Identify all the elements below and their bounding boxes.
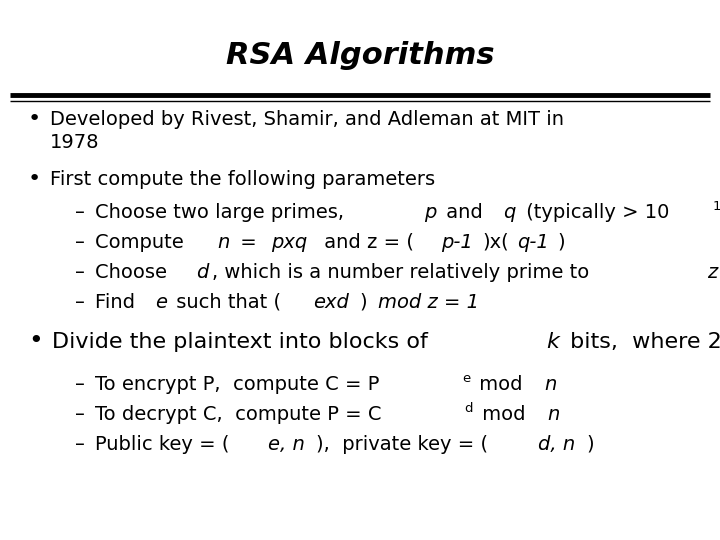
Text: mod z = 1: mod z = 1 xyxy=(377,293,479,312)
Text: n: n xyxy=(217,233,230,252)
Text: Compute: Compute xyxy=(95,233,190,252)
Text: 1978: 1978 xyxy=(50,133,99,152)
Text: such that (: such that ( xyxy=(170,293,282,312)
Text: n: n xyxy=(544,375,557,394)
Text: p: p xyxy=(424,203,437,222)
Text: –: – xyxy=(75,203,85,222)
Text: =: = xyxy=(233,233,263,252)
Text: e: e xyxy=(155,293,166,312)
Text: First compute the following parameters: First compute the following parameters xyxy=(50,170,435,189)
Text: k: k xyxy=(546,332,559,352)
Text: d, n: d, n xyxy=(538,435,575,454)
Text: d: d xyxy=(464,402,473,415)
Text: e: e xyxy=(462,372,470,386)
Text: •: • xyxy=(28,169,41,189)
Text: mod: mod xyxy=(476,405,531,424)
Text: –: – xyxy=(75,435,85,454)
Text: ): ) xyxy=(558,233,565,252)
Text: and: and xyxy=(441,203,490,222)
Text: •: • xyxy=(28,109,41,129)
Text: ): ) xyxy=(586,435,593,454)
Text: d: d xyxy=(196,263,208,282)
Text: RSA Algorithms: RSA Algorithms xyxy=(226,40,494,70)
Text: Choose two large primes,: Choose two large primes, xyxy=(95,203,350,222)
Text: p-1: p-1 xyxy=(441,233,473,252)
Text: –: – xyxy=(75,405,85,424)
Text: –: – xyxy=(75,375,85,394)
Text: exd: exd xyxy=(313,293,349,312)
Text: •: • xyxy=(28,329,42,353)
Text: pxq: pxq xyxy=(271,233,307,252)
Text: ),  private key = (: ), private key = ( xyxy=(316,435,488,454)
Text: Choose: Choose xyxy=(95,263,174,282)
Text: q-1: q-1 xyxy=(517,233,549,252)
Text: –: – xyxy=(75,293,85,312)
Text: To encrypt P,  compute C = P: To encrypt P, compute C = P xyxy=(95,375,379,394)
Text: Find: Find xyxy=(95,293,141,312)
Text: mod: mod xyxy=(472,375,528,394)
Text: –: – xyxy=(75,263,85,282)
Text: bits,  where 2: bits, where 2 xyxy=(563,332,720,352)
Text: –: – xyxy=(75,233,85,252)
Text: Public key = (: Public key = ( xyxy=(95,435,230,454)
Text: 100: 100 xyxy=(712,200,720,213)
Text: e, n: e, n xyxy=(269,435,305,454)
Text: , which is a number relatively prime to: , which is a number relatively prime to xyxy=(212,263,595,282)
Text: ): ) xyxy=(360,293,374,312)
Text: z: z xyxy=(707,263,717,282)
Text: )x(: )x( xyxy=(482,233,509,252)
Text: Divide the plaintext into blocks of: Divide the plaintext into blocks of xyxy=(52,332,435,352)
Text: q: q xyxy=(503,203,516,222)
Text: and z = (: and z = ( xyxy=(318,233,413,252)
Text: To decrypt C,  compute P = C: To decrypt C, compute P = C xyxy=(95,405,382,424)
Text: (typically > 10: (typically > 10 xyxy=(520,203,669,222)
Text: Developed by Rivest, Shamir, and Adleman at MIT in: Developed by Rivest, Shamir, and Adleman… xyxy=(50,110,564,129)
Text: n: n xyxy=(548,405,560,424)
